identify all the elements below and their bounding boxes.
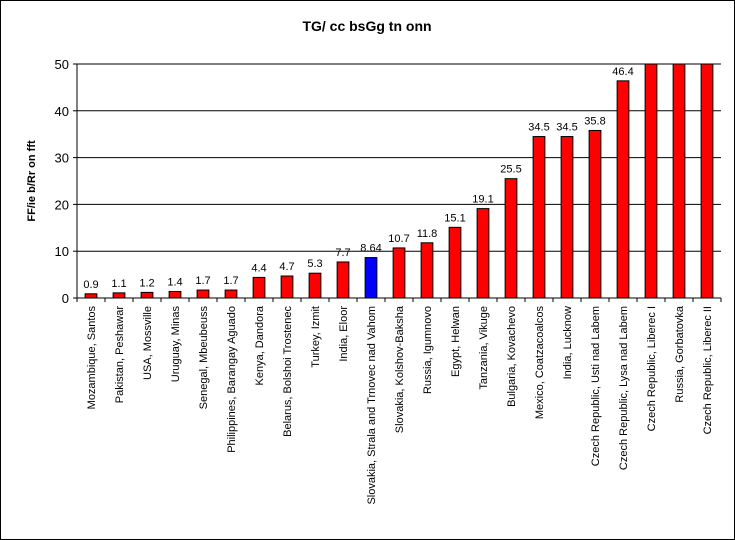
- data-label: 35.8: [584, 115, 605, 127]
- bar: [336, 261, 350, 299]
- data-label: 19.1: [472, 194, 493, 206]
- bar: [308, 272, 322, 299]
- bar: [140, 291, 154, 299]
- bar: [448, 226, 462, 299]
- data-label: 4.4: [251, 262, 266, 274]
- data-labels: 0.9 1.1 1.2 1.4 1.7 1.7 4.4 4.7 5.3 7.7 8.64 10.7 11…: [83, 66, 633, 291]
- category-label: Slovakia, Strala and Trnovec nad Vahom: [366, 306, 378, 505]
- bar: [560, 136, 574, 299]
- bar: [252, 276, 266, 299]
- bar: [616, 80, 630, 299]
- category-label: Tanzania, Vikuge: [478, 306, 490, 390]
- data-label: 46.4: [612, 66, 633, 78]
- bar: [504, 178, 518, 299]
- data-label: 25.5: [500, 164, 521, 176]
- data-label: 1.4: [167, 276, 182, 288]
- category-label: Turkey, Izmit: [310, 306, 322, 368]
- bar: [112, 292, 126, 299]
- y-tick-label: 0: [62, 291, 69, 306]
- category-label: Czech Republic, Liberec I: [646, 306, 658, 431]
- category-label: Czech Republic, Liberec II: [702, 306, 714, 434]
- bar: [168, 290, 182, 299]
- axes: 0 10 20 30 40 50 Mozambique, Santos Pakistan, P…: [55, 57, 722, 505]
- gridlines: [77, 63, 721, 252]
- data-label: 1.7: [223, 275, 238, 287]
- data-label: 1.2: [139, 277, 154, 289]
- data-label: 11.8: [417, 228, 438, 240]
- category-label: Russia, Gorbatovka: [674, 305, 686, 402]
- y-tick-label: 50: [55, 57, 69, 72]
- data-label: 1.1: [111, 278, 126, 290]
- data-label: 0.9: [83, 279, 98, 291]
- category-label: Egypt, Helwan: [450, 306, 462, 377]
- category-label: Bulgaria, Kovachevo: [506, 306, 518, 407]
- data-label: 4.7: [279, 261, 294, 273]
- category-label: Czech Republic, Usti nad Labem: [590, 306, 602, 466]
- category-label: India, Lucknow: [562, 306, 574, 379]
- bar: [588, 129, 602, 299]
- bar: [532, 136, 546, 299]
- bar: [280, 275, 294, 299]
- y-axis-label: FF/ie b/Rr on fft: [26, 140, 38, 222]
- data-label: 10.7: [388, 233, 409, 245]
- data-label: 15.1: [444, 212, 465, 224]
- bar: [392, 247, 406, 299]
- category-label: Slovakia, Kolshov-Baksha: [394, 305, 406, 433]
- category-label: Philippines, Barangay Aguado: [226, 306, 238, 453]
- bar: [196, 289, 210, 299]
- data-label: 8.64: [360, 243, 381, 255]
- category-label: Belarus, Bolshoi Trostenec: [282, 306, 294, 437]
- category-label: Mexico, Coatzacoalcos: [534, 306, 546, 420]
- category-label: Pakistan, Peshawar: [114, 306, 126, 404]
- category-label: India, Eloor: [338, 306, 350, 362]
- data-label: 7.7: [335, 247, 350, 259]
- y-tick-label: 20: [55, 197, 69, 212]
- category-label: Czech Republic, Lysa nad Labem: [618, 306, 630, 470]
- data-label: 1.7: [195, 275, 210, 287]
- y-tick-label: 30: [55, 151, 69, 166]
- y-tick-label: 10: [55, 244, 69, 259]
- category-label: Mozambique, Santos: [86, 306, 98, 410]
- bar: [224, 289, 238, 299]
- data-label: 5.3: [307, 258, 322, 270]
- bar: [364, 257, 378, 299]
- category-label: Russia, Igumnovo: [422, 306, 434, 394]
- bar: [84, 293, 98, 299]
- y-tick-label: 40: [55, 104, 69, 119]
- bar: [476, 208, 490, 299]
- bar: [672, 63, 686, 299]
- bar: [700, 63, 714, 299]
- category-label: Senegal, Mbeubeuss: [198, 306, 210, 410]
- chart-title: TG/ cc bsGg tn onn: [302, 18, 431, 34]
- category-label: Uruguay, Minas: [170, 306, 182, 383]
- category-label: Kenya, Dandora: [254, 305, 266, 385]
- data-label: 34.5: [528, 122, 549, 134]
- category-label: USA, Mossville: [142, 306, 154, 380]
- bars: [84, 63, 714, 299]
- bar: [420, 242, 434, 299]
- data-label: 34.5: [556, 122, 577, 134]
- bar: [644, 63, 658, 299]
